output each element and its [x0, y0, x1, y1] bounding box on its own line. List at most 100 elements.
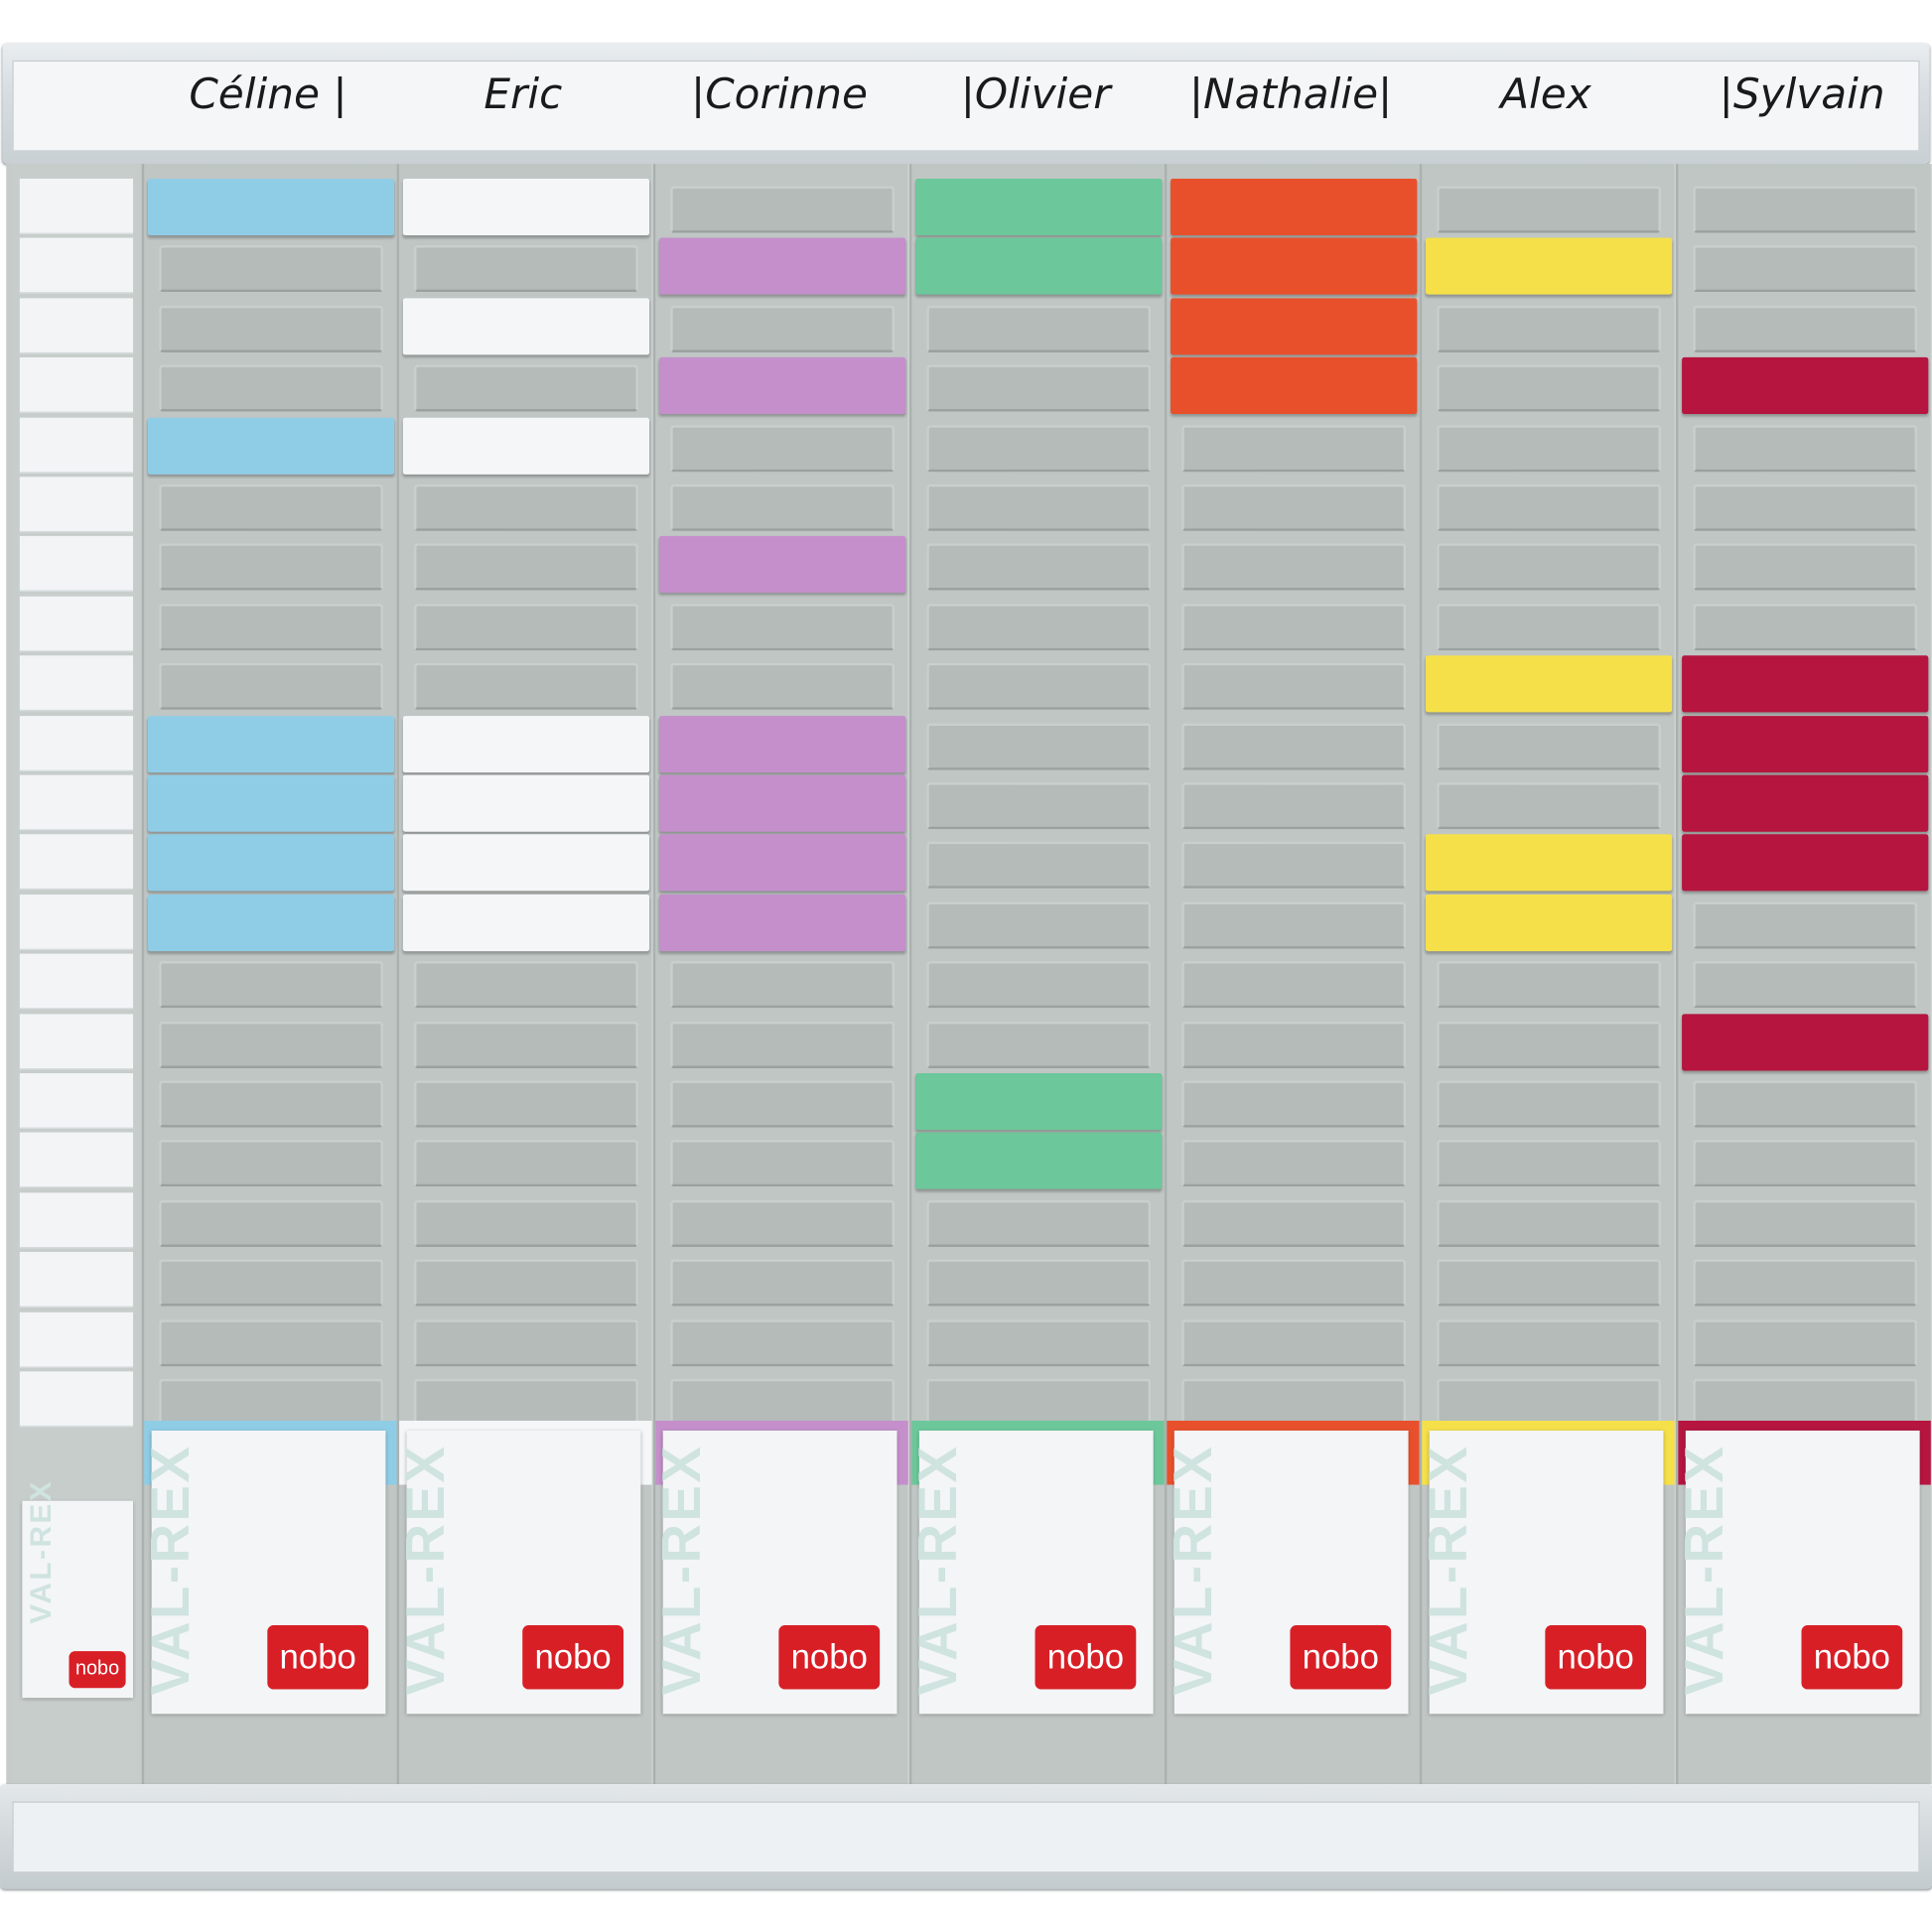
t-card[interactable]	[147, 715, 395, 772]
card-slot[interactable]	[1181, 603, 1407, 651]
card-slot[interactable]	[926, 305, 1152, 352]
card-slot[interactable]	[1181, 901, 1407, 949]
card-slot[interactable]	[670, 1199, 896, 1247]
card-slot[interactable]	[670, 1378, 896, 1426]
card-slot[interactable]	[1437, 782, 1662, 830]
t-card[interactable]	[402, 298, 650, 355]
card-slot[interactable]	[414, 1318, 638, 1366]
card-slot[interactable]	[670, 1140, 896, 1187]
card-slot[interactable]	[670, 1021, 896, 1068]
card-slot[interactable]	[926, 1259, 1152, 1307]
card-slot[interactable]	[159, 603, 383, 651]
card-slot[interactable]	[414, 662, 638, 711]
t-card[interactable]	[1171, 238, 1418, 296]
card-slot[interactable]	[414, 245, 638, 293]
t-card[interactable]	[402, 417, 650, 475]
card-slot[interactable]	[1181, 1021, 1407, 1068]
t-card[interactable]	[1425, 834, 1673, 892]
card-slot[interactable]	[926, 1318, 1152, 1366]
card-slot[interactable]	[1181, 1140, 1407, 1187]
card-slot[interactable]	[1437, 364, 1662, 412]
card-slot[interactable]	[670, 1259, 896, 1307]
t-card[interactable]	[147, 894, 395, 951]
card-slot[interactable]	[1181, 1199, 1407, 1247]
t-card[interactable]	[1171, 178, 1418, 236]
card-slot[interactable]	[414, 483, 638, 531]
card-slot[interactable]	[159, 543, 383, 591]
card-slot[interactable]	[1181, 961, 1407, 1009]
card-slot[interactable]	[1693, 483, 1918, 531]
card-slot[interactable]	[414, 961, 638, 1009]
card-slot[interactable]	[159, 364, 383, 412]
spare-card[interactable]	[19, 536, 134, 593]
card-slot[interactable]	[1181, 424, 1407, 472]
card-slot[interactable]	[1437, 1259, 1662, 1307]
t-card[interactable]	[1425, 238, 1673, 296]
card-slot[interactable]	[1437, 186, 1662, 233]
card-slot[interactable]	[926, 364, 1152, 412]
t-card[interactable]	[658, 715, 906, 772]
card-slot[interactable]	[926, 901, 1152, 949]
card-slot[interactable]	[670, 424, 896, 472]
spare-card[interactable]	[19, 715, 134, 771]
spare-card[interactable]	[19, 655, 134, 712]
card-slot[interactable]	[926, 603, 1152, 651]
card-slot[interactable]	[1181, 1318, 1407, 1366]
card-slot[interactable]	[159, 1140, 383, 1187]
spare-card[interactable]	[19, 1133, 134, 1188]
card-slot[interactable]	[1693, 543, 1918, 591]
card-slot[interactable]	[159, 662, 383, 711]
card-slot[interactable]	[414, 1021, 638, 1068]
spare-card[interactable]	[19, 1013, 134, 1069]
t-card[interactable]	[1682, 834, 1929, 892]
card-slot[interactable]	[1693, 901, 1918, 949]
card-slot[interactable]	[926, 842, 1152, 890]
card-slot[interactable]	[159, 1259, 383, 1307]
t-card[interactable]	[658, 774, 906, 832]
card-slot[interactable]	[1437, 543, 1662, 591]
card-slot[interactable]	[1437, 305, 1662, 352]
card-slot[interactable]	[1693, 245, 1918, 293]
t-card[interactable]	[1682, 774, 1929, 832]
card-slot[interactable]	[1437, 1140, 1662, 1187]
card-slot[interactable]	[1437, 723, 1662, 770]
card-slot[interactable]	[1181, 723, 1407, 770]
t-card[interactable]	[658, 536, 906, 594]
t-card[interactable]	[1171, 357, 1418, 415]
card-slot[interactable]	[1693, 961, 1918, 1009]
card-slot[interactable]	[1693, 1259, 1918, 1307]
card-slot[interactable]	[1181, 1378, 1407, 1426]
spare-card[interactable]	[19, 1311, 134, 1368]
card-slot[interactable]	[414, 1080, 638, 1128]
card-slot[interactable]	[414, 1378, 638, 1426]
card-slot[interactable]	[1693, 1318, 1918, 1366]
card-slot[interactable]	[159, 1021, 383, 1068]
spare-card[interactable]	[19, 477, 134, 533]
card-slot[interactable]	[159, 305, 383, 352]
spare-card[interactable]	[19, 596, 134, 652]
card-slot[interactable]	[670, 305, 896, 352]
spare-card[interactable]	[19, 1371, 134, 1428]
card-slot[interactable]	[159, 245, 383, 293]
card-slot[interactable]	[1181, 1259, 1407, 1307]
card-slot[interactable]	[670, 603, 896, 651]
card-slot[interactable]	[1437, 1199, 1662, 1247]
t-card[interactable]	[402, 715, 650, 772]
t-card[interactable]	[1425, 894, 1673, 951]
t-card[interactable]	[147, 774, 395, 832]
card-slot[interactable]	[159, 1080, 383, 1128]
card-slot[interactable]	[670, 483, 896, 531]
t-card[interactable]	[402, 178, 650, 236]
card-slot[interactable]	[926, 483, 1152, 531]
t-card[interactable]	[1682, 655, 1929, 713]
card-slot[interactable]	[670, 186, 896, 233]
spare-card[interactable]	[19, 238, 134, 294]
spare-card[interactable]	[19, 178, 134, 234]
card-slot[interactable]	[926, 1199, 1152, 1247]
card-slot[interactable]	[670, 1080, 896, 1128]
card-slot[interactable]	[926, 782, 1152, 830]
card-slot[interactable]	[1181, 842, 1407, 890]
card-slot[interactable]	[1437, 1080, 1662, 1128]
t-card[interactable]	[658, 834, 906, 892]
t-card[interactable]	[915, 178, 1163, 236]
